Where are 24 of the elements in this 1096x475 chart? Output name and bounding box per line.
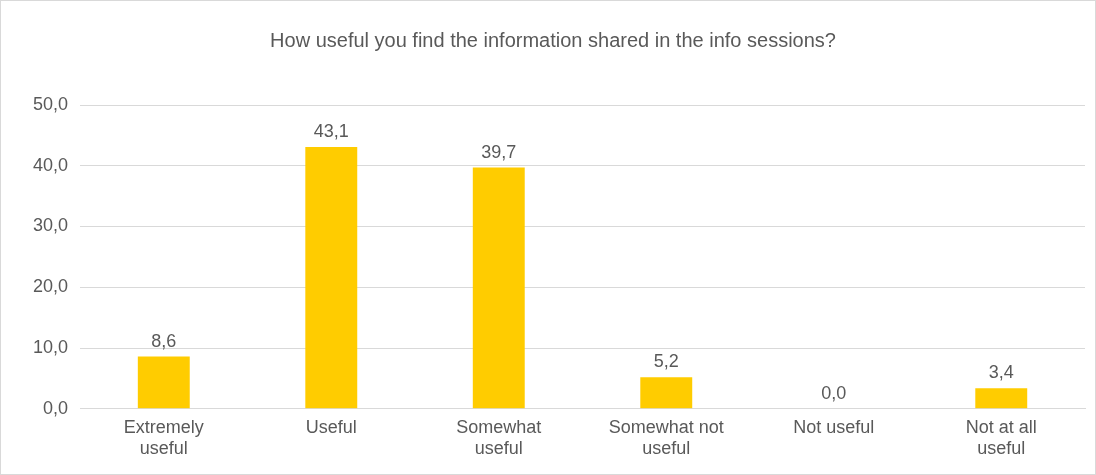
- data-label: 43,1: [313, 120, 349, 141]
- x-tick-label: Extremely useful: [123, 416, 204, 459]
- chart-title: How useful you find the information shared in the info sessions?: [270, 28, 836, 51]
- y-tick-label: 30,0: [32, 215, 69, 236]
- x-tick-label: Not at all useful: [965, 416, 1037, 459]
- y-tick-label: 0,0: [43, 397, 69, 418]
- x-tick-label: Somewhat useful: [456, 416, 542, 459]
- y-tick-label: 50,0: [32, 93, 69, 114]
- bar: [640, 377, 693, 409]
- y-tick-label: 10,0: [32, 337, 69, 358]
- bar: [305, 146, 358, 409]
- bar: [137, 356, 190, 409]
- y-tick-label: 40,0: [32, 154, 69, 175]
- x-tick-label: Not useful: [793, 416, 875, 437]
- x-tick-label: Somewhat not useful: [608, 416, 724, 459]
- data-label: 39,7: [481, 141, 517, 162]
- x-tick-label: Useful: [305, 416, 357, 437]
- data-label: 8,6: [151, 330, 177, 351]
- bar: [472, 167, 525, 409]
- data-label: 3,4: [988, 362, 1014, 383]
- data-label: 5,2: [653, 351, 679, 372]
- bar: [975, 388, 1028, 409]
- y-tick-label: 20,0: [32, 276, 69, 297]
- data-label: 0,0: [821, 382, 847, 403]
